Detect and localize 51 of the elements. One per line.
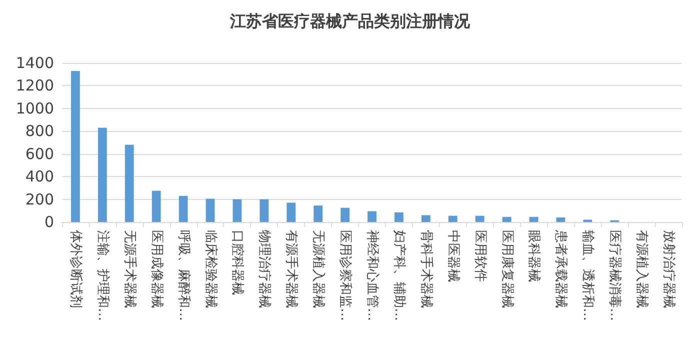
bar <box>368 211 376 222</box>
x-tick-label: 无源手术器械 <box>122 230 137 308</box>
y-tick-label: 800 <box>25 122 54 140</box>
x-tick-label: 输血、透析和… <box>580 230 596 321</box>
bar <box>232 199 242 222</box>
bar <box>314 206 323 222</box>
bar <box>502 216 512 222</box>
x-tick-label: 体外诊断试剂 <box>68 230 84 308</box>
x-tick-label: 医用诊察和监… <box>338 230 354 321</box>
x-tick-label: 眼科器械 <box>526 230 542 282</box>
x-tick-label: 注输、护理和… <box>94 230 110 321</box>
bar <box>206 198 215 222</box>
x-tick-label: 有源手术器械 <box>284 230 299 308</box>
bar <box>556 217 566 222</box>
chart-title: 江苏省医疗器械产品类别注册情况 <box>229 12 471 30</box>
y-tick-label: 600 <box>25 144 54 163</box>
y-tick-label: 1400 <box>16 54 54 72</box>
x-tick-label: 医用康复器械 <box>499 230 514 308</box>
y-tick-label: 1200 <box>16 76 54 95</box>
x-tick-label: 无源植入器械 <box>310 230 326 308</box>
bar <box>421 215 430 222</box>
bar <box>152 190 161 222</box>
y-tick-label: 1000 <box>16 99 54 118</box>
bar <box>98 128 107 222</box>
x-tick-label: 物理治疗器械 <box>256 230 272 308</box>
x-tick-label: 中医器械 <box>445 230 460 282</box>
bar <box>286 202 296 222</box>
x-tick-label: 临床检验器械 <box>202 230 218 308</box>
x-tick-label: 神经和心血管… <box>364 230 380 321</box>
x-tick-label: 医用成像器械 <box>148 230 164 308</box>
bar <box>529 216 538 222</box>
bar <box>394 212 404 222</box>
bar <box>124 144 134 222</box>
x-tick-label: 有源植入器械 <box>634 230 650 308</box>
y-tick-label: 0 <box>44 213 54 231</box>
x-tick-label: 医疗器械消毒… <box>607 230 622 321</box>
bar <box>71 70 80 222</box>
bar <box>178 196 188 222</box>
bar <box>260 199 269 222</box>
x-tick-label: 骨科手术器械 <box>418 230 434 308</box>
x-tick-label: 放射治疗器械 <box>661 230 676 308</box>
bar <box>448 216 458 222</box>
x-tick-label: 患者承载器械 <box>553 229 568 308</box>
x-tick-label: 医用软件 <box>472 230 488 282</box>
bar <box>475 216 484 222</box>
x-tick-label: 口腔科器械 <box>230 230 245 295</box>
y-tick-label: 200 <box>25 190 54 208</box>
x-tick-label: 妇产科、辅助… <box>391 230 406 321</box>
bar <box>340 208 350 222</box>
y-tick-label: 400 <box>25 168 54 186</box>
x-tick-label: 呼吸、麻醉和… <box>176 230 191 321</box>
